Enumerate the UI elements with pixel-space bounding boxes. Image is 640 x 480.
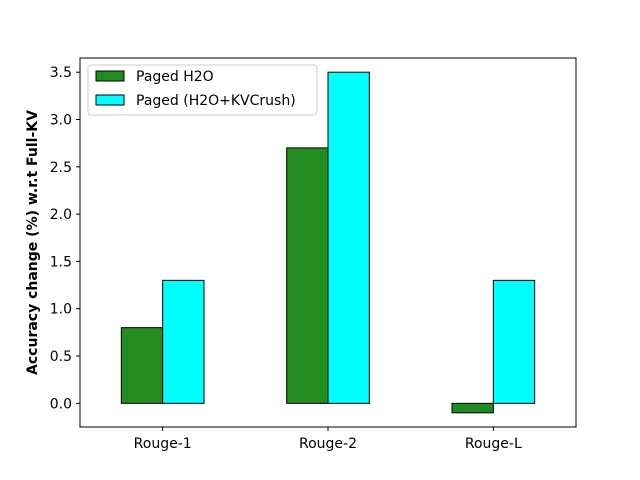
x-tick-label: Rouge-1 xyxy=(134,436,192,452)
y-tick-label: 0.5 xyxy=(50,349,72,365)
legend-label-paged-h2o: Paged H2O xyxy=(136,69,214,85)
legend-frame xyxy=(87,64,318,116)
y-tick-label: 1.5 xyxy=(50,254,72,270)
bar-paged-h2o-kvcrush-rouge-1 xyxy=(162,279,205,404)
bar-paged-h2o-kvcrush-rouge-2 xyxy=(327,71,370,404)
x-axis: Rouge-1 Rouge-2 Rouge-L xyxy=(134,427,522,452)
bar-paged-h2o-kvcrush-rouge-l xyxy=(492,279,536,404)
x-tick-label: Rouge-2 xyxy=(299,436,357,452)
bar-paged-h2o-rouge-1 xyxy=(120,327,164,404)
y-tick-label: 0.0 xyxy=(50,396,72,412)
legend-swatch-paged-h2o-kvcrush xyxy=(95,94,125,106)
legend-swatch-paged-h2o xyxy=(95,70,125,82)
y-tick-label: 2.0 xyxy=(50,207,72,223)
y-tick-label: 2.5 xyxy=(50,160,72,176)
legend-label-paged-h2o-kvcrush: Paged (H2O+KVCrush) xyxy=(136,93,296,109)
bar-paged-h2o-rouge-l xyxy=(451,402,494,414)
legend: Paged H2O Paged (H2O+KVCrush) xyxy=(87,64,318,116)
bar-paged-h2o-rouge-2 xyxy=(286,147,329,404)
x-tick-label: Rouge-L xyxy=(465,436,522,452)
y-tick-label: 3.5 xyxy=(50,65,72,81)
y-tick-label: 1.0 xyxy=(50,302,72,318)
plot-area xyxy=(120,71,536,414)
y-axis-label: Accuracy change (%) w.r.t Full-KV xyxy=(25,110,41,375)
y-tick-label: 3.0 xyxy=(50,113,72,129)
y-axis: 0.0 0.5 1.0 1.5 2.0 2.5 3.0 3.5 xyxy=(50,65,80,412)
